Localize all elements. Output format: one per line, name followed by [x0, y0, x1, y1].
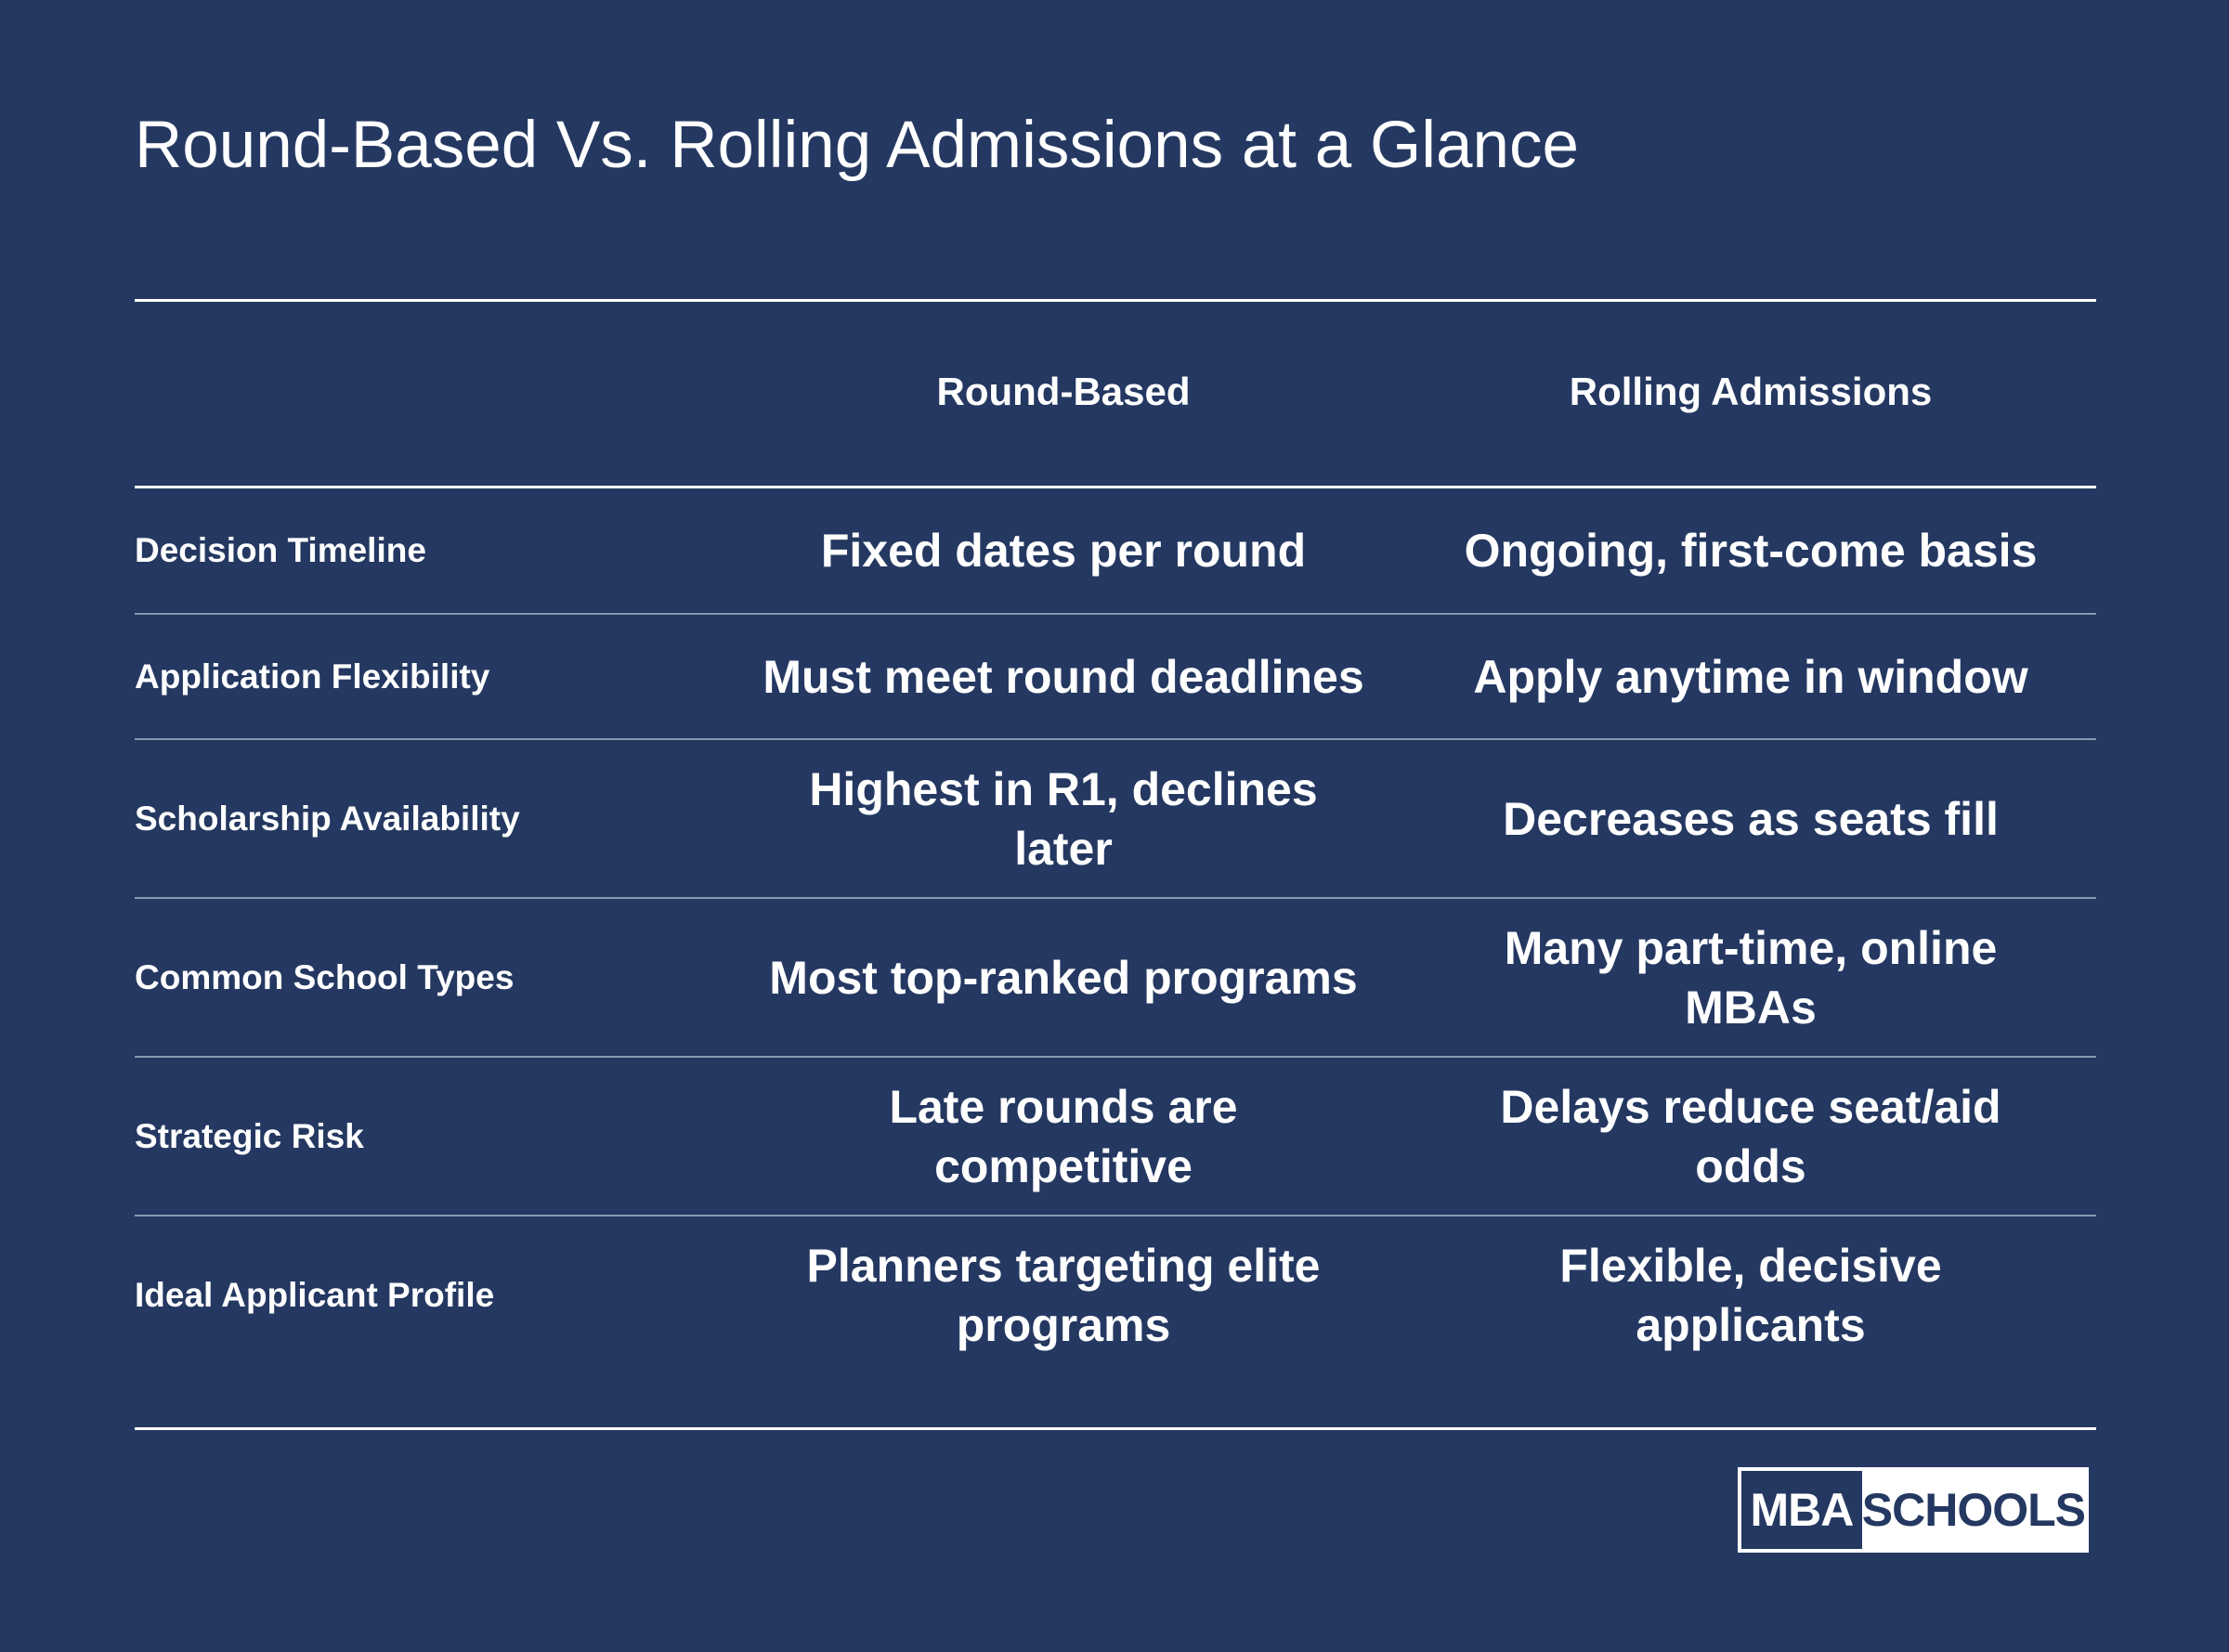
comparison-table: Round-Based Rolling Admissions Decision … — [135, 370, 2096, 1351]
cell-line: later — [1014, 822, 1113, 875]
table-row: Decision Timeline Fixed dates per round … — [135, 488, 2096, 615]
row-label: Ideal Applicant Profile — [135, 1276, 495, 1314]
cell-line: Decreases as seats fill — [1503, 792, 1999, 845]
rolling-cell: Flexible, decisive applicants — [1435, 1216, 2066, 1374]
table-row: Ideal Applicant Profile Planners targeti… — [135, 1216, 2096, 1374]
table-row: Common School Types Most top-ranked prog… — [135, 899, 2096, 1058]
cell-line: Fixed dates per round — [820, 525, 1307, 577]
rolling-cell: Delays reduce seat/aid odds — [1435, 1058, 2066, 1215]
table-row: Strategic Risk Late rounds are competiti… — [135, 1058, 2096, 1216]
top-divider — [135, 299, 2096, 302]
round-based-cell: Late rounds are competitive — [748, 1058, 1379, 1215]
row-label: Scholarship Availability — [135, 799, 520, 838]
header-divider — [135, 486, 2096, 488]
cell-line: Many part-time, online — [1504, 921, 1998, 974]
cell-line: Apply anytime in window — [1473, 650, 2028, 703]
cell-line: competitive — [934, 1139, 1193, 1192]
round-based-cell: Planners targeting elite programs — [748, 1216, 1379, 1374]
rolling-cell: Many part-time, online MBAs — [1435, 899, 2066, 1056]
logo-mba: MBA — [1741, 1471, 1862, 1549]
cell-line: Must meet round deadlines — [763, 650, 1364, 703]
round-based-cell: Fixed dates per round — [748, 488, 1379, 613]
row-label: Common School Types — [135, 957, 515, 996]
cell-line: Planners targeting elite — [806, 1240, 1321, 1292]
logo-schools: SCHOOLS — [1861, 1471, 2086, 1549]
cell-line: Most top-ranked programs — [769, 951, 1358, 1004]
row-label: Strategic Risk — [135, 1116, 364, 1155]
cell-line: MBAs — [1685, 981, 1817, 1034]
column-header-round-based: Round-Based — [936, 370, 1191, 413]
cell-line: programs — [956, 1299, 1171, 1351]
row-label: Decision Timeline — [135, 531, 426, 569]
cell-line: odds — [1695, 1139, 1806, 1192]
cell-line: applicants — [1636, 1299, 1866, 1351]
cell-line: Late rounds are — [889, 1080, 1238, 1133]
rolling-cell: Decreases as seats fill — [1435, 740, 2066, 897]
bottom-divider — [135, 1427, 2096, 1430]
cell-line: Flexible, decisive — [1559, 1240, 1942, 1292]
mba-schools-logo: MBA SCHOOLS — [1738, 1467, 2089, 1553]
rolling-cell: Ongoing, first-come basis — [1435, 488, 2066, 613]
table-row: Application Flexibility Must meet round … — [135, 615, 2096, 740]
row-label: Application Flexibility — [135, 657, 490, 696]
rolling-cell: Apply anytime in window — [1435, 615, 2066, 738]
cell-line: Highest in R1, declines — [809, 762, 1318, 815]
column-header-rolling-admissions: Rolling Admissions — [1569, 370, 1933, 413]
page-title: Round-Based Vs. Rolling Admissions at a … — [135, 109, 1579, 182]
round-based-cell: Highest in R1, declines later — [748, 740, 1379, 897]
round-based-cell: Must meet round deadlines — [748, 615, 1379, 738]
cell-line: Ongoing, first-come basis — [1464, 525, 2038, 577]
table-body: Decision Timeline Fixed dates per round … — [135, 488, 2096, 1374]
round-based-cell: Most top-ranked programs — [748, 899, 1379, 1056]
table-row: Scholarship Availability Highest in R1, … — [135, 740, 2096, 899]
table-header-row: Round-Based Rolling Admissions — [135, 370, 2096, 487]
cell-line: Delays reduce seat/aid — [1500, 1080, 2001, 1133]
